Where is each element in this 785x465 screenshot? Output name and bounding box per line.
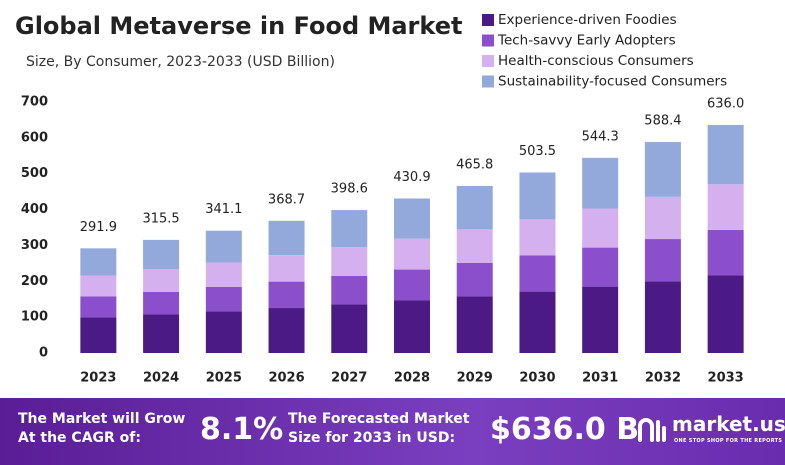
- text-line: Size for 2033 in USD:: [288, 430, 456, 446]
- total-label: 430.9: [393, 170, 430, 185]
- legend-swatch: [482, 34, 494, 47]
- bar-segment: [80, 296, 117, 318]
- text-line: At the CAGR of:: [18, 430, 141, 446]
- bar-segment: [143, 269, 180, 292]
- bar-segment: [394, 238, 430, 270]
- bar-segment: [519, 291, 556, 353]
- bar-segment: [582, 286, 619, 353]
- brand-tagline: ONE STOP SHOP FOR THE REPORTS: [674, 438, 783, 444]
- bar-segment: [143, 291, 180, 315]
- total-label: 368.7: [268, 192, 305, 207]
- bar-segment: [707, 275, 744, 353]
- y-tick-label: 200: [21, 274, 48, 289]
- legend-label: Tech-savvy Early Adopters: [497, 33, 676, 49]
- bar-segment: [707, 184, 744, 230]
- bar-segment: [331, 247, 368, 276]
- bar-segment: [205, 230, 242, 263]
- bar-segment: [519, 255, 556, 292]
- bar-segment: [644, 142, 681, 197]
- bar-segment: [268, 220, 305, 256]
- bar-segment: [582, 208, 619, 248]
- y-tick-label: 600: [21, 130, 48, 145]
- x-tick-label: 2029: [457, 371, 493, 386]
- bar-segment: [143, 314, 180, 353]
- text-line: The Market will Grow: [18, 411, 186, 427]
- total-label: 398.6: [331, 182, 368, 197]
- x-tick-label: 2033: [708, 371, 744, 386]
- bar-segment: [80, 317, 117, 353]
- x-tick-label: 2028: [394, 371, 430, 386]
- y-tick-label: 700: [21, 95, 48, 110]
- brand-logo: [638, 418, 666, 442]
- chart: Global Metaverse in Food Market Size, By…: [15, 12, 744, 386]
- x-tick-label: 2027: [331, 371, 367, 386]
- bar-segment: [456, 262, 493, 297]
- bar-segment: [582, 157, 619, 209]
- bar-segment: [331, 304, 368, 353]
- chart-subtitle: Size, By Consumer, 2023-2033 (USD Billio…: [26, 54, 335, 70]
- forecast-value: $636.0 B: [490, 412, 640, 447]
- bar-segment: [456, 185, 493, 230]
- x-tick-label: 2030: [519, 371, 555, 386]
- total-label: 465.8: [456, 157, 493, 172]
- x-tick-label: 2025: [206, 371, 242, 386]
- legend-label: Health-conscious Consumers: [498, 53, 694, 69]
- y-tick-label: 100: [21, 310, 48, 325]
- bar-segment: [268, 308, 305, 353]
- legend-swatch: [482, 14, 494, 26]
- text-line: The Forecasted Market: [288, 411, 470, 427]
- total-label: 315.5: [142, 211, 179, 226]
- total-label: 636.0: [707, 96, 744, 111]
- bar-segment: [268, 281, 305, 309]
- total-label: 341.1: [205, 202, 242, 217]
- bar-segment: [394, 300, 430, 353]
- bar-segment: [519, 172, 556, 220]
- x-tick-label: 2026: [268, 371, 304, 386]
- bar-segment: [582, 247, 619, 287]
- legend-swatch: [482, 75, 494, 88]
- bar-segment: [394, 269, 430, 301]
- x-tick-label: 2023: [80, 371, 116, 386]
- bar-segment: [456, 296, 493, 353]
- y-tick-label: 0: [39, 346, 48, 361]
- bar-segment: [80, 275, 117, 297]
- forecast-text: The Forecasted Market Size for 2033 in US…: [288, 410, 469, 448]
- bar-segment: [644, 196, 681, 240]
- y-tick-label: 400: [21, 202, 48, 217]
- legend-label: Sustainability-focused Consumers: [498, 74, 727, 90]
- legend-label: Experience-driven Foodies: [498, 12, 677, 28]
- bar-segment: [143, 239, 180, 270]
- bar-segment: [80, 248, 117, 276]
- x-tick-label: 2031: [582, 371, 618, 386]
- cagr-value: 8.1%: [200, 412, 284, 447]
- x-tick-label: 2024: [143, 371, 179, 386]
- legend-swatch: [482, 55, 494, 67]
- total-label: 503.5: [519, 144, 556, 159]
- chart-title: Global Metaverse in Food Market: [15, 12, 462, 40]
- footer-banner: The Market will Grow At the CAGR of: 8.1%…: [0, 398, 785, 465]
- y-tick-label: 500: [21, 166, 48, 181]
- bar-segment: [205, 311, 242, 353]
- y-tick-label: 300: [21, 238, 48, 253]
- total-label: 588.4: [644, 114, 681, 129]
- bar-segment: [268, 255, 305, 282]
- bar-segment: [644, 239, 681, 282]
- bar-segment: [519, 219, 556, 256]
- bar-segment: [331, 210, 368, 248]
- cagr-text: The Market will Grow At the CAGR of:: [18, 410, 185, 448]
- bar-segment: [394, 198, 430, 239]
- brand-name: market.us: [672, 412, 785, 436]
- x-tick-label: 2032: [645, 371, 681, 386]
- bar-segment: [644, 281, 681, 353]
- total-label: 544.3: [582, 129, 619, 144]
- total-label: 291.9: [80, 220, 117, 235]
- bar-segment: [205, 262, 242, 287]
- bar-segment: [205, 286, 242, 312]
- bar-segment: [707, 229, 744, 276]
- bar-segment: [456, 229, 493, 263]
- bar-segment: [331, 275, 368, 305]
- bar-segment: [707, 124, 744, 185]
